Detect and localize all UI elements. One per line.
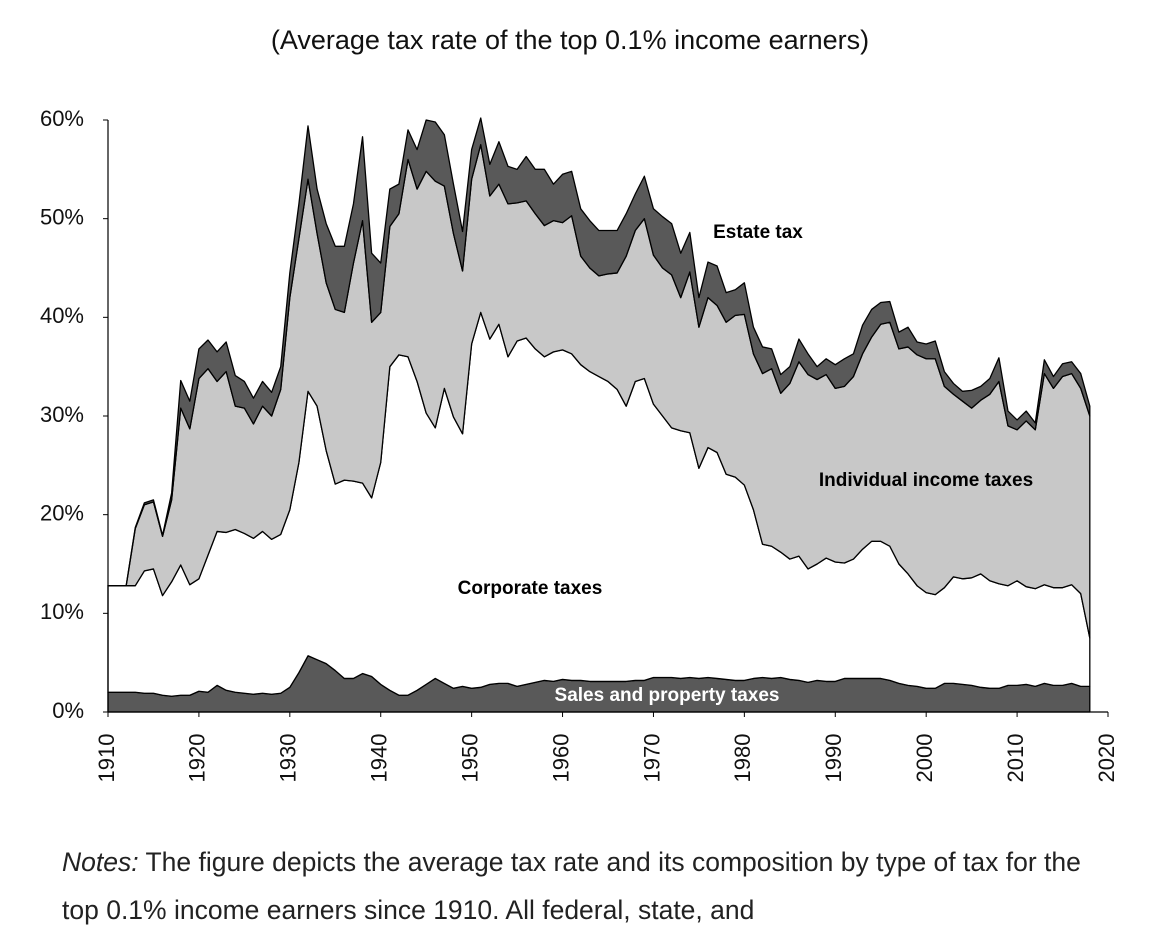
series-label: Estate tax: [713, 222, 803, 243]
y-tick-label: 30%: [40, 402, 84, 427]
series-label: Corporate taxes: [458, 578, 603, 599]
x-tick-label: 2020: [1094, 734, 1119, 783]
x-tick-label: 2000: [912, 734, 937, 783]
x-tick-label: 2010: [1003, 734, 1028, 783]
y-tick-label: 50%: [40, 204, 84, 229]
x-tick-label: 1980: [730, 734, 755, 783]
area: [107, 117, 1091, 587]
notes-label: Notes:: [62, 847, 139, 877]
y-tick-label: 10%: [40, 599, 84, 624]
chart-title: (Average tax rate of the top 0.1% income…: [271, 25, 869, 55]
chart: (Average tax rate of the top 0.1% income…: [40, 25, 1119, 783]
x-tick-label: 1990: [821, 734, 846, 783]
y-tick-label: 40%: [40, 303, 84, 328]
x-tick-label: 1960: [548, 734, 573, 783]
x-tick-label: 1940: [367, 734, 392, 783]
x-tick-label: 1910: [94, 734, 119, 783]
y-tick-label: 20%: [40, 500, 84, 525]
notes: Notes: The figure depicts the average ta…: [62, 838, 1102, 928]
x-tick-label: 1950: [457, 734, 482, 783]
series-label: Individual income taxes: [819, 470, 1033, 491]
x-tick-label: 1970: [639, 734, 664, 783]
series-label: Sales and property taxes: [555, 685, 780, 706]
x-tick-label: 1930: [276, 734, 301, 783]
notes-text: The figure depicts the average tax rate …: [62, 847, 1081, 925]
y-tick-label: 0%: [52, 698, 84, 723]
x-tick-label: 1920: [185, 734, 210, 783]
y-tick-label: 60%: [40, 106, 84, 131]
